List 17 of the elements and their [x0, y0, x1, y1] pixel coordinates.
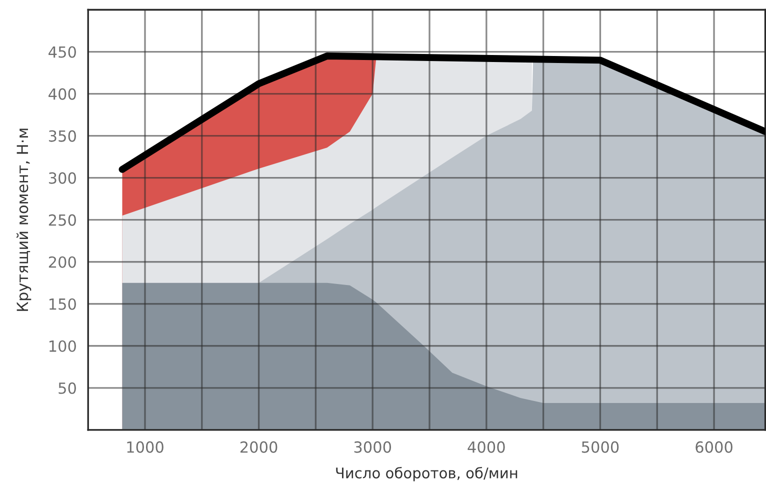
y-tick-label: 50: [58, 382, 76, 394]
x-tick-label: 5000: [582, 441, 619, 453]
x-tick-label: 1000: [127, 441, 164, 453]
y-tick-label: 450: [48, 46, 76, 58]
y-tick-label: 400: [48, 88, 76, 100]
x-axis-title: Число оборотов, об/мин: [336, 466, 518, 482]
x-tick-label: 2000: [240, 441, 278, 453]
y-tick-label: 350: [48, 130, 76, 142]
y-tick-label: 300: [48, 172, 76, 184]
x-tick-label: 3000: [354, 441, 392, 453]
y-tick-label: 250: [48, 214, 76, 226]
y-axis-title: Крутящий момент, Н·м: [16, 128, 32, 311]
y-tick-label: 100: [49, 340, 76, 352]
y-tick-label: 200: [48, 256, 76, 268]
y-tick-label: 150: [49, 298, 76, 310]
x-tick-label: 4000: [468, 441, 505, 453]
x-tick-label: 6000: [696, 441, 732, 453]
